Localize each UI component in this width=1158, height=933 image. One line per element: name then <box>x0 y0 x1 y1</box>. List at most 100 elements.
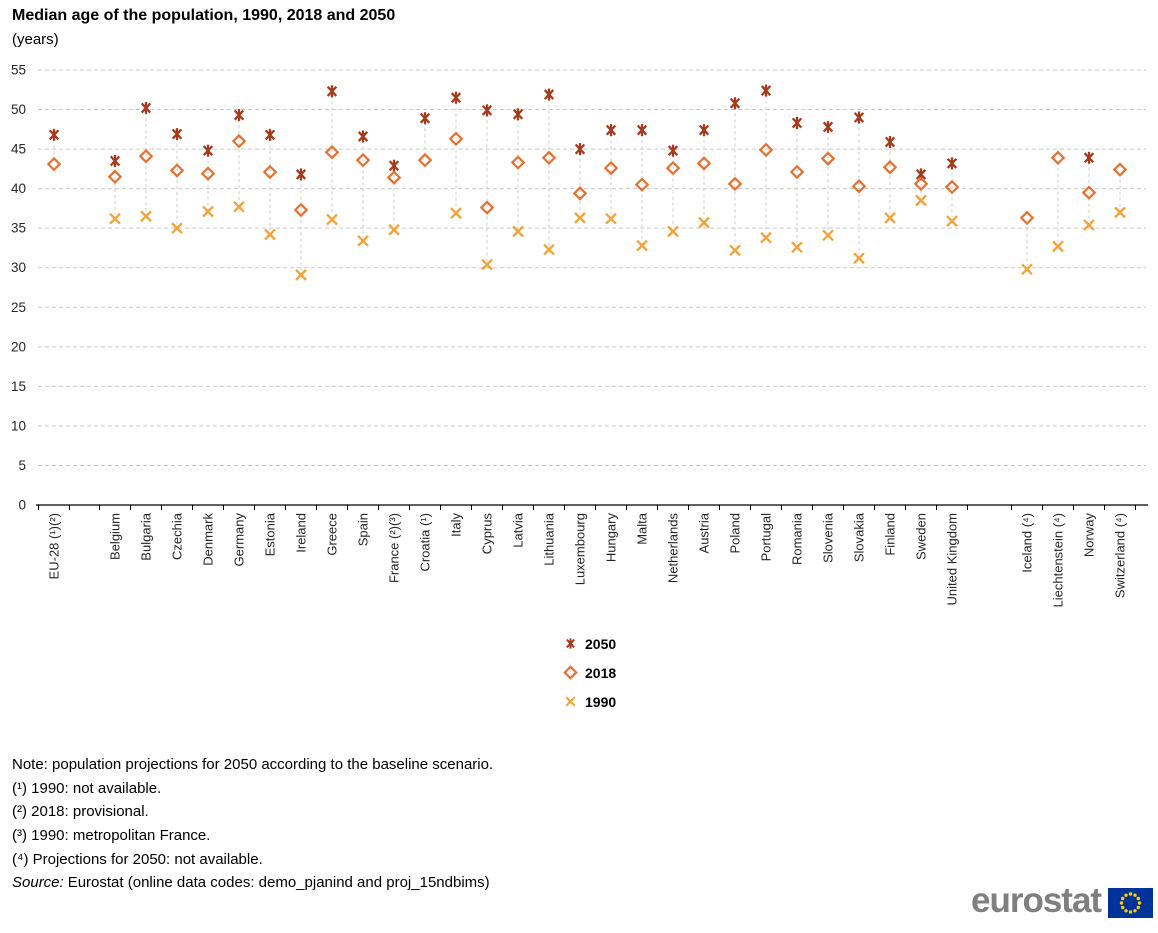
y-axis-labels: 0 5 10 15 20 25 30 35 40 45 50 55 <box>11 63 26 513</box>
svg-text:50: 50 <box>11 102 26 117</box>
marker-asterisk-icon <box>853 111 865 124</box>
marker-diamond-icon <box>46 156 62 172</box>
svg-text:0: 0 <box>18 498 26 513</box>
svg-text:Belgium: Belgium <box>108 513 123 560</box>
svg-text:Estonia: Estonia <box>263 512 278 556</box>
svg-text:Denmark: Denmark <box>201 513 216 566</box>
marker-diamond-icon <box>882 160 898 175</box>
marker-x-icon <box>915 194 927 207</box>
note-line: (¹) 1990: not available. <box>12 779 162 797</box>
marker-diamond-icon <box>913 176 929 192</box>
marker-diamond-icon <box>944 179 960 195</box>
marker-asterisk-icon <box>698 124 710 137</box>
x-axis-ticks <box>38 505 1136 510</box>
marker-x-icon <box>946 215 958 227</box>
marker-asterisk-icon <box>202 144 214 157</box>
legend-label: 1990 <box>585 693 617 710</box>
marker-x-icon <box>565 696 576 707</box>
marker-x-icon <box>140 210 152 223</box>
source-label: Source: <box>12 874 64 892</box>
marker-diamond-icon <box>448 131 464 147</box>
marker-x-icon <box>1114 206 1126 219</box>
svg-text:5: 5 <box>18 458 26 473</box>
marker-asterisk-icon <box>543 88 555 101</box>
marker-diamond-icon <box>107 169 123 185</box>
marker-diamond-icon <box>200 166 216 181</box>
marker-x-icon <box>667 225 679 238</box>
legend-item-2050: 2050 <box>562 629 616 658</box>
marker-x-icon <box>233 200 245 213</box>
svg-text:Czechia: Czechia <box>170 512 185 560</box>
marker-x-icon <box>512 225 524 238</box>
source-text: Eurostat (online data codes: demo_pjanin… <box>67 874 490 892</box>
marker-asterisk-icon <box>512 108 524 121</box>
marker-x-icon <box>326 213 338 226</box>
marker-diamond-icon <box>820 151 836 166</box>
marker-x-icon <box>574 212 586 224</box>
marker-diamond-icon <box>510 155 526 170</box>
marker-x-icon <box>450 207 462 220</box>
marker-x-icon <box>791 241 803 254</box>
legend-item-2018: 2018 <box>562 658 616 687</box>
notes: Note: population projections for 2050 ac… <box>12 753 493 895</box>
marker-x-icon <box>853 252 865 265</box>
marker-diamond-icon <box>1081 185 1097 200</box>
svg-text:20: 20 <box>11 339 26 354</box>
marker-asterisk-icon <box>566 638 575 649</box>
svg-text:10: 10 <box>11 418 26 433</box>
series-2050 <box>48 84 1095 181</box>
legend-label: 2018 <box>585 664 617 681</box>
marker-diamond-icon <box>696 156 712 171</box>
marker-diamond-icon <box>169 163 185 178</box>
svg-text:25: 25 <box>11 300 26 315</box>
marker-asterisk-icon <box>171 128 183 141</box>
marker-diamond-icon <box>324 144 340 160</box>
gridlines <box>38 69 1146 466</box>
marker-asterisk-icon <box>791 116 803 129</box>
marker-diamond-icon <box>417 152 433 168</box>
chart-title: Median age of the population, 1990, 2018… <box>12 7 396 24</box>
marker-diamond-icon <box>231 133 247 149</box>
svg-text:Switzerland (⁴): Switzerland (⁴) <box>1113 513 1128 598</box>
svg-text:EU-28 (¹)(²): EU-28 (¹)(²) <box>47 513 62 579</box>
marker-asterisk-icon <box>419 112 431 125</box>
marker-diamond-icon <box>758 142 774 158</box>
marker-asterisk-icon <box>729 97 741 110</box>
marker-asterisk-icon <box>1083 151 1095 164</box>
x-axis-labels: EU-28 (¹)(²) Belgium Bulgaria Czechia Denmar… <box>47 512 1128 607</box>
legend-item-1990: 1990 <box>562 687 616 716</box>
marker-diamond-icon <box>603 160 619 176</box>
marker-diamond-icon <box>727 176 743 192</box>
marker-x-icon <box>1021 263 1033 276</box>
eu-flag-icon <box>1108 888 1154 918</box>
svg-text:Sweden: Sweden <box>914 513 929 560</box>
marker-asterisk-icon <box>760 84 772 97</box>
marker-diamond-icon <box>1019 210 1035 226</box>
svg-text:35: 35 <box>11 221 26 236</box>
marker-diamond-icon <box>563 665 578 680</box>
svg-text:Spain: Spain <box>356 513 371 546</box>
source-note: Source: Eurostat (online data codes: demo… <box>12 871 493 895</box>
svg-text:Romania: Romania <box>790 512 805 565</box>
marker-x-icon <box>760 231 772 244</box>
marker-asterisk-icon <box>574 143 586 156</box>
marker-asterisk-icon <box>605 124 617 137</box>
marker-diamond-icon <box>851 179 867 194</box>
marker-x-icon <box>171 222 183 235</box>
marker-x-icon <box>109 212 121 225</box>
marker-diamond-icon <box>541 150 557 166</box>
series-2018 <box>46 131 1128 226</box>
svg-text:Liechtenstein (⁴): Liechtenstein (⁴) <box>1051 513 1066 607</box>
note-line: (³) 1990: metropolitan France. <box>12 827 211 845</box>
marker-diamond-icon <box>355 152 371 168</box>
svg-text:Cyprus: Cyprus <box>480 513 495 555</box>
note-line: (⁴) Projections for 2050: not available. <box>12 850 263 868</box>
marker-x-icon <box>822 229 834 242</box>
marker-asterisk-icon <box>946 157 958 170</box>
svg-text:Luxembourg: Luxembourg <box>573 513 588 585</box>
legend-label: 2050 <box>585 635 617 652</box>
svg-text:15: 15 <box>11 379 26 394</box>
marker-x-icon <box>605 212 617 225</box>
svg-text:Slovenia: Slovenia <box>821 512 836 563</box>
marker-diamond-icon <box>293 202 309 218</box>
